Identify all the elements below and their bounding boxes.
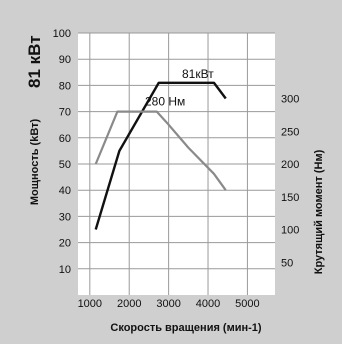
x-tick-label: 5000: [235, 298, 259, 310]
x-tick-label: 1000: [78, 298, 102, 310]
x-tick-label: 2000: [117, 298, 141, 310]
y-tick-label-left: 90: [59, 54, 71, 66]
y-tick-label-left: 30: [59, 211, 71, 223]
y-tick-label-left: 10: [59, 264, 71, 276]
y-tick-label-left: 60: [59, 133, 71, 145]
y-tick-label-right: 300: [281, 94, 299, 106]
series-line: [94, 110, 227, 191]
y-tick-label-right: 100: [281, 225, 299, 237]
grid: [78, 32, 275, 295]
y-tick-label-right: 250: [281, 126, 299, 138]
y-tick-label-right: 200: [281, 159, 299, 171]
y-tick-label-right: 50: [281, 257, 293, 269]
x-tick-label: 4000: [196, 298, 220, 310]
x-tick-label: 3000: [156, 298, 180, 310]
x-axis-ticks: 1000 2000 3000 4000 5000: [78, 298, 260, 310]
series-line: [94, 81, 227, 230]
y-tick-label-left: 80: [59, 80, 71, 92]
series-labels: 81кВт 280 Нм: [145, 67, 214, 109]
y-tick-label-left: 50: [59, 159, 71, 171]
left-axis-ticks: 10 20 30 40 50 60 70 80 90 100: [53, 28, 71, 276]
x-axis-title: Скорость вращения (мин-1): [110, 322, 262, 334]
y-axis-right-title: Крутящий момент (Нм): [313, 149, 325, 274]
series-lines: [94, 81, 227, 230]
y-tick-label-left: 20: [59, 238, 71, 250]
y-tick-label-right: 150: [281, 192, 299, 204]
chart-title: 81 кВт: [25, 35, 44, 88]
series-label: 81кВт: [182, 67, 214, 81]
y-tick-label-left: 100: [53, 28, 71, 40]
series-label: 280 Нм: [145, 95, 185, 109]
y-tick-label-left: 40: [59, 185, 71, 197]
y-axis-left-title: Мощность (kВт): [29, 119, 41, 206]
y-tick-label-left: 70: [59, 107, 71, 119]
right-axis-ticks: 50 100 150 200 250 300: [281, 94, 299, 270]
